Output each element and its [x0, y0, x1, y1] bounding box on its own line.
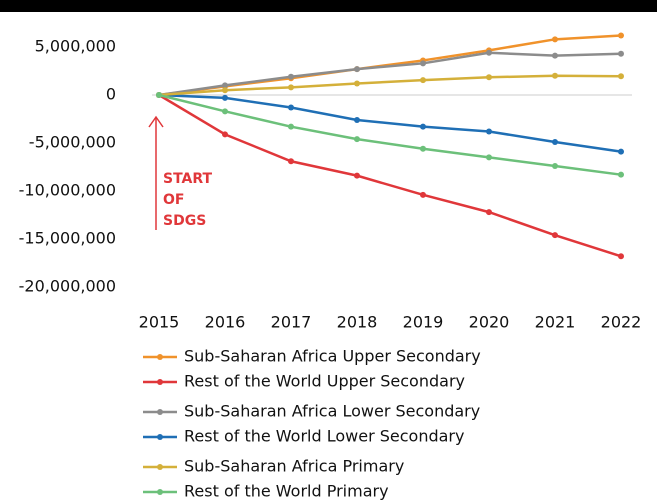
data-point [420, 145, 426, 152]
x-tick-label: 2020 [469, 313, 510, 332]
data-point [288, 84, 294, 91]
data-point [222, 108, 228, 115]
data-point [618, 73, 624, 80]
data-point [420, 77, 426, 84]
y-tick-label: 0 [106, 85, 116, 104]
x-tick-label: 2017 [271, 313, 312, 332]
data-point [552, 232, 558, 239]
legend-label: Sub-Saharan Africa Lower Secondary [184, 402, 480, 421]
legend-dot [157, 434, 163, 440]
data-point [354, 172, 360, 179]
data-point [420, 60, 426, 67]
series-line [158, 93, 622, 176]
data-point [618, 50, 624, 57]
data-point [354, 66, 360, 73]
data-point [618, 171, 624, 178]
data-point [354, 80, 360, 87]
data-point [288, 73, 294, 80]
data-point [552, 163, 558, 170]
data-point [618, 148, 624, 155]
data-point [552, 72, 558, 79]
data-point [354, 116, 360, 123]
legend-label: Rest of the World Lower Secondary [184, 427, 464, 446]
annotation: SDGS [163, 213, 206, 229]
data-point [486, 154, 492, 161]
series-line [158, 74, 622, 97]
data-point [288, 158, 294, 165]
data-point [288, 104, 294, 111]
data-point [222, 94, 228, 101]
data-point [618, 32, 624, 39]
legend-dot [157, 354, 163, 360]
data-point [618, 253, 624, 260]
data-point [486, 209, 492, 216]
legend-dot [157, 409, 163, 415]
series-line [158, 93, 622, 153]
legend-label: Rest of the World Upper Secondary [184, 372, 465, 391]
data-point [552, 36, 558, 43]
series-line [158, 51, 622, 97]
y-tick-label: -5,000,000 [29, 133, 116, 152]
x-tick-label: 2015 [139, 313, 180, 332]
annotation: OF [163, 192, 184, 208]
x-tick-label: 2019 [403, 313, 444, 332]
x-tick-label: 2021 [535, 313, 576, 332]
data-point [420, 123, 426, 130]
y-tick-label: 5,000,000 [35, 37, 116, 56]
top-bar [0, 0, 657, 12]
legend-dot [157, 379, 163, 385]
x-tick-label: 2016 [205, 313, 246, 332]
data-point [486, 74, 492, 81]
data-point [222, 87, 228, 94]
legend-label: Sub-Saharan Africa Upper Secondary [184, 347, 481, 366]
data-point [486, 49, 492, 56]
annotation-arrowhead [148, 115, 164, 128]
data-point [552, 52, 558, 59]
legend-label: Rest of the World Primary [184, 482, 389, 501]
data-point [420, 191, 426, 198]
data-point [288, 123, 294, 130]
x-tick-label: 2018 [337, 313, 378, 332]
y-tick-label: -15,000,000 [19, 229, 116, 248]
legend-dot [157, 464, 163, 470]
series-line [158, 93, 622, 258]
data-point [486, 128, 492, 135]
legend-dot [157, 489, 163, 495]
x-tick-label: 2022 [601, 313, 642, 332]
data-point [552, 139, 558, 146]
data-point [222, 131, 228, 138]
annotation: START [163, 171, 213, 187]
y-tick-label: -20,000,000 [19, 277, 116, 296]
data-point [354, 136, 360, 143]
legend-label: Sub-Saharan Africa Primary [184, 457, 404, 476]
data-point [222, 82, 228, 89]
y-tick-label: -10,000,000 [19, 181, 116, 200]
data-point [156, 92, 162, 98]
